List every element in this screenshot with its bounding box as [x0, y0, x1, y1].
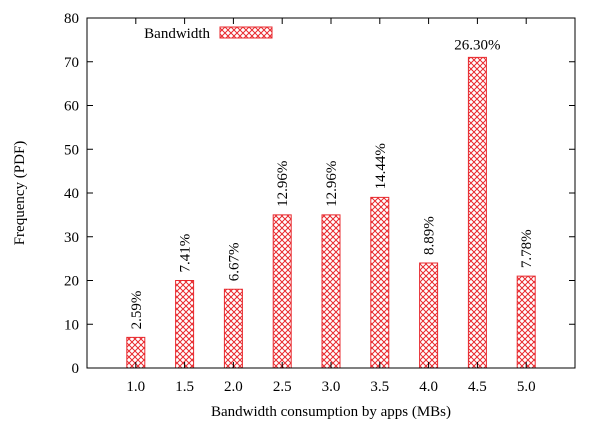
bar-1.5 [175, 280, 195, 369]
x-tick-label: 1.5 [175, 379, 194, 395]
bar-2.5 [272, 214, 292, 369]
bar-5.0 [516, 275, 536, 369]
x-tick-label: 2.0 [224, 379, 243, 395]
x-tick-label: 4.0 [419, 379, 438, 395]
x-axis-title: Bandwidth consumption by apps (MBs) [211, 404, 451, 420]
data-label-3.5: 14.44% [373, 143, 389, 189]
x-tick-label: 4.5 [468, 379, 487, 395]
x-tick-label: 1.0 [126, 379, 145, 395]
y-tick-label: 50 [64, 142, 79, 158]
bar-4.5 [467, 56, 487, 369]
legend-swatch [219, 26, 273, 39]
y-axis-title: Frequency (PDF) [12, 141, 28, 246]
y-axis: 0 10 20 30 40 50 60 70 80 [64, 11, 575, 377]
x-tick-label: 3.0 [322, 379, 341, 395]
bar-2.0 [223, 288, 243, 369]
bar-3.5 [370, 196, 390, 369]
x-tick-label: 3.5 [370, 379, 389, 395]
data-label-4.0: 8.89% [422, 216, 438, 255]
bar-3.0 [321, 214, 341, 369]
x-tick-label: 5.0 [517, 379, 536, 395]
y-tick-label: 10 [64, 317, 79, 333]
x-tick-label: 2.5 [273, 379, 292, 395]
y-tick-label: 30 [64, 230, 79, 246]
data-label-5.0: 7.78% [519, 229, 535, 268]
data-label-4.5: 26.30% [454, 37, 500, 53]
y-tick-label: 60 [64, 99, 79, 115]
y-tick-label: 70 [64, 55, 79, 71]
y-tick-label: 0 [72, 361, 80, 377]
y-tick-label: 40 [64, 186, 79, 202]
y-tick-label: 80 [64, 11, 79, 27]
data-label-3.0: 12.96% [324, 161, 340, 207]
y-tick-label: 20 [64, 274, 79, 290]
legend: Bandwidth [144, 26, 273, 42]
data-label-2.5: 12.96% [275, 161, 291, 207]
data-labels-layer: 2.59% 7.41% 6.67% 12.96% 12.96% 14.44% 8.89% 26… [129, 37, 535, 329]
bar-4.0 [419, 262, 439, 369]
data-label-1.5: 7.41% [178, 234, 194, 273]
data-label-1.0: 2.59% [129, 291, 145, 330]
legend-label: Bandwidth [144, 26, 210, 42]
data-label-2.0: 6.67% [226, 243, 242, 282]
bars-layer [126, 56, 536, 369]
x-axis: 1.0 1.5 2.0 2.5 3.0 3.5 4.0 4.5 5.0 [126, 18, 536, 395]
